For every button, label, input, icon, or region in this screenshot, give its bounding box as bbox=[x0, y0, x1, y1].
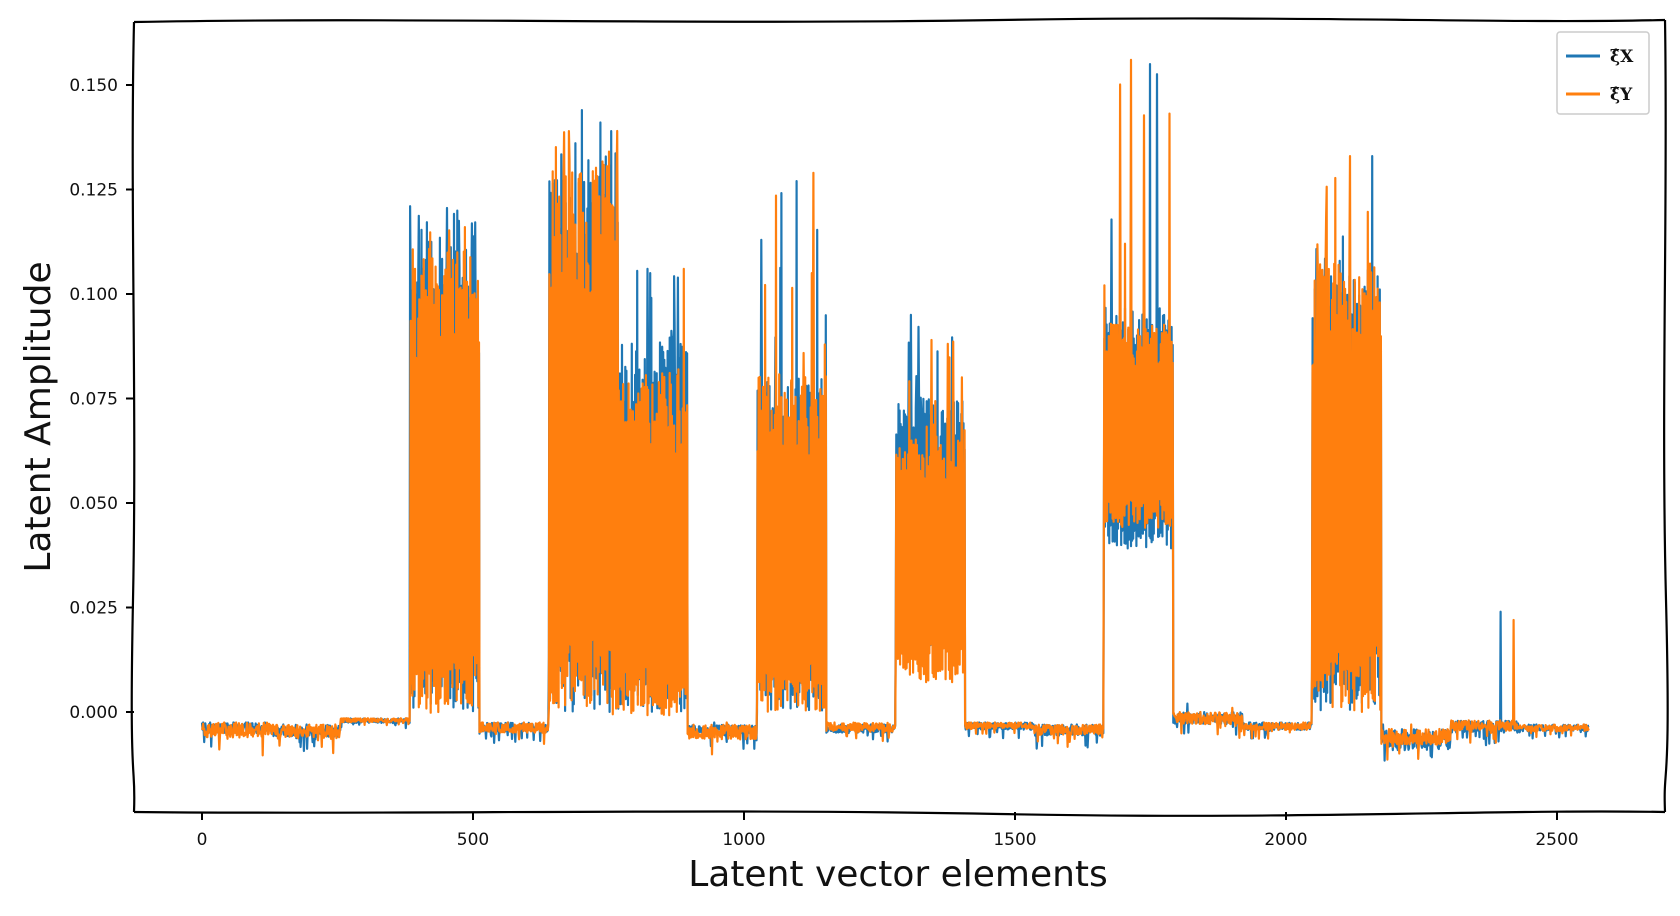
legend-frame bbox=[1556, 31, 1650, 115]
axes-top-spine bbox=[133, 17, 1666, 24]
legend: ξ̂X ξ̂Y bbox=[1556, 31, 1650, 115]
y-tick-label: 0.150 bbox=[69, 76, 118, 96]
y-tick-label: 0.075 bbox=[69, 390, 118, 410]
x-tick-label: 500 bbox=[457, 830, 489, 850]
x-tick-label: 1500 bbox=[993, 830, 1036, 850]
axes-frame bbox=[130, 17, 1669, 817]
y-tick-label: 0.050 bbox=[69, 494, 118, 514]
legend-label-xi-x: ξ̂X bbox=[1610, 47, 1634, 67]
axes-left-spine bbox=[130, 21, 136, 813]
series-line-xi-y bbox=[200, 58, 1590, 761]
y-tick-label: 0.000 bbox=[69, 703, 118, 723]
y-tick-label: 0.125 bbox=[69, 181, 118, 201]
x-tick-label: 2500 bbox=[1535, 830, 1578, 850]
y-axis-label: Latent Amplitude bbox=[18, 261, 59, 572]
x-tick-label: 1000 bbox=[722, 830, 765, 850]
axes-bottom-spine bbox=[133, 810, 1666, 817]
x-tick-label: 2000 bbox=[1264, 830, 1307, 850]
plot-area bbox=[200, 58, 1590, 762]
legend-label-xi-y: ξ̂Y bbox=[1610, 85, 1633, 105]
x-tick-label: 0 bbox=[197, 830, 208, 850]
x-axis-ticks: 0 500 1000 1500 2000 2500 bbox=[197, 812, 1579, 850]
y-tick-label: 0.100 bbox=[69, 285, 118, 305]
x-axis-label: Latent vector elements bbox=[688, 854, 1108, 895]
y-tick-label: 0.025 bbox=[69, 599, 118, 619]
y-axis-ticks: 0.000 0.025 0.050 0.075 0.100 0.125 0.150 bbox=[69, 76, 134, 723]
axes-right-spine bbox=[1663, 19, 1669, 813]
